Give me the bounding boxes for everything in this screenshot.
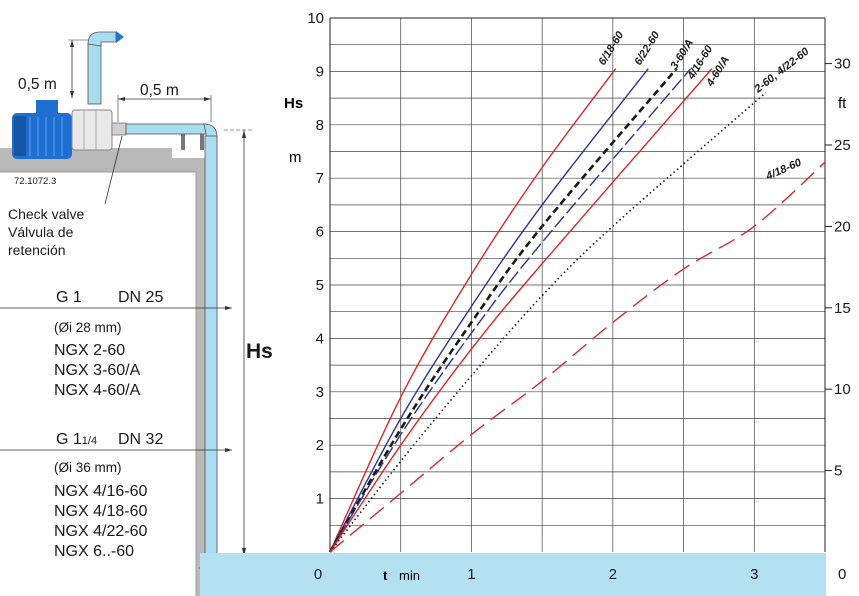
pipe-dn-2: DN 32 [118,431,164,448]
model-label: NGX 4/16-60 [54,483,148,500]
y2-tick-label: 5 [834,463,842,480]
curve-label: 4/18-60 [763,156,804,183]
y2-tick-label: 25 [834,137,851,154]
check-valve-label-es2: retención [8,242,66,258]
pipe-diameter-1: (Øi 28 mm) [54,320,122,335]
ground-edge [0,171,197,596]
x-tick-label: 1 [467,566,475,583]
curve-2-60-4-22-60 [329,92,767,553]
y-tick-label: 2 [316,437,324,454]
curve-3-60-A [328,67,678,553]
y2-tick-label: 10 [834,381,851,398]
curve-4-18-60 [329,161,826,553]
model-label: NGX 4/22-60 [54,523,148,540]
curve-4-60-A [329,68,713,553]
y-tick-label: 10 [307,10,324,27]
support-post [181,134,185,150]
y-axis-label: Hs [284,95,303,112]
y-tick-label: 5 [316,277,324,294]
model-label: NGX 3-60/A [54,362,141,379]
pipe-diameter-2: (Øi 36 mm) [54,460,122,475]
model-label: NGX 2-60 [54,342,126,359]
y-tick-label: 8 [316,117,324,134]
water-band [200,553,826,596]
y2-tick-label: 0 [838,566,846,583]
y2-tick-label: 30 [834,56,851,73]
model-label: NGX 4-60/A [54,382,141,399]
y2-tick-label: 15 [834,300,851,317]
flow-arrow-icon [116,31,124,43]
suction-length-label: 0,5 m [140,82,179,99]
model-label: NGX 4/18-60 [54,503,148,520]
y-tick-label: 3 [316,384,324,401]
y-tick-label: 1 [316,491,324,508]
pipe-thread-2: G 11/4 [56,431,98,448]
model-label: NGX 6..-60 [54,543,135,560]
y-tick-label: 9 [316,63,324,80]
pump-motor [12,113,72,159]
curve-label: 6/18-60 [596,29,626,68]
curve-6-22-60 [329,68,649,553]
drawing-code: 72.1072.3 [14,176,57,187]
check-valve-label-es: Válvula de [8,224,74,240]
x-axis-label: t [383,568,388,583]
x-tick-label: 3 [750,566,758,583]
pipe-dn-1: DN 25 [118,289,164,306]
x-tick-label: 2 [609,566,617,583]
pipe-thread-1: G 1 [56,289,82,306]
curve-4-16-60 [329,68,692,553]
discharge-height-label: 0,5 m [18,76,57,93]
y2-tick-label: 20 [834,218,851,235]
y-tick-label: 4 [316,330,324,347]
y-axis-unit: m [289,149,302,166]
installation-drawing [0,31,252,596]
y-tick-label: 7 [316,170,324,187]
x-tick-label: 0 [314,566,322,583]
y-tick-label: 6 [316,224,324,241]
curve-6-18-60 [329,68,617,553]
curve-label: 2-60, 4/22-60 [752,45,812,96]
check-valve-label-en: Check valve [8,206,85,222]
y2-axis-unit: ft [838,95,847,112]
x-axis-unit: min [399,568,420,583]
curve-label: 6/22-60 [632,29,662,68]
pump-box [36,100,58,114]
suction-height-label: Hs [246,340,273,363]
pipe-thread-fraction: 1/4 [81,435,98,447]
support-post [200,134,204,150]
